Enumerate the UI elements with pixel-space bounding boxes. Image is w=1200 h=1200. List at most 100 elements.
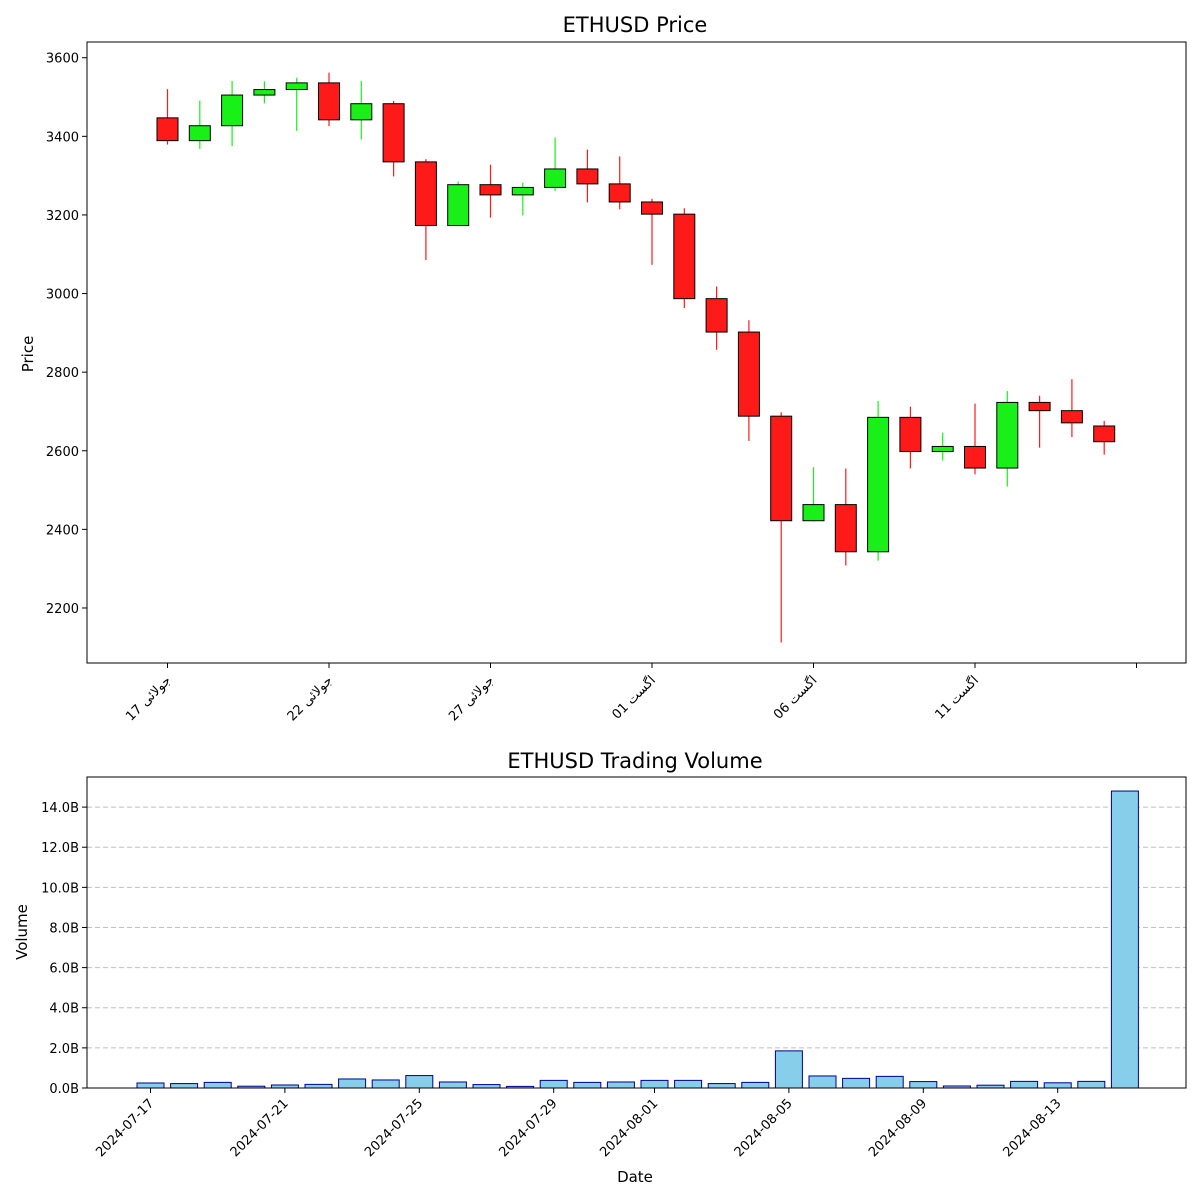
price-x-tick-label: جولائی 17 xyxy=(123,673,174,724)
candle-body xyxy=(544,168,567,188)
price-chart-title: ETHUSD Price xyxy=(563,13,708,37)
volume-bar xyxy=(170,1083,199,1089)
volume-bar xyxy=(774,1050,803,1089)
candle-body xyxy=(673,213,696,300)
candle-body xyxy=(414,161,437,227)
candle-body xyxy=(156,117,179,142)
candle-body xyxy=(705,298,728,333)
volume-y-tick-label: 12.0B xyxy=(41,841,79,856)
volume-y-axis-label: Volume xyxy=(13,904,31,960)
price-x-ticks: جولائی 17 جولائی 22 جولائی 27 اگست 01 اگست 0… xyxy=(123,663,1137,724)
volume-plot-frame xyxy=(86,776,1187,1089)
volume-bar xyxy=(1110,790,1139,1089)
price-x-tick-label: جولائی 22 xyxy=(285,673,336,724)
volume-x-tick-label: 2024-08-01 xyxy=(597,1096,661,1160)
price-y-tick-label: 3000 xyxy=(46,288,79,303)
price-x-tick-label: اگست 06 xyxy=(770,673,820,723)
candle-body xyxy=(608,183,631,203)
price-y-tick-label: 3200 xyxy=(46,209,79,224)
price-y-tick-label: 2600 xyxy=(46,445,79,460)
volume-bar xyxy=(136,1082,165,1089)
volume-bar xyxy=(1010,1080,1039,1089)
price-y-tick-label: 2400 xyxy=(46,523,79,538)
price-chart: ETHUSD Price Price 2200 2400 2600 2800 3000 3… xyxy=(19,13,1187,724)
volume-bar xyxy=(640,1079,669,1089)
volume-bar xyxy=(371,1079,400,1089)
candlesticks xyxy=(156,72,1116,643)
candle-body xyxy=(479,184,502,196)
candle-body xyxy=(802,504,825,522)
volume-bar xyxy=(338,1078,367,1089)
price-y-tick-label: 2200 xyxy=(46,602,79,617)
volume-bar xyxy=(909,1081,938,1089)
volume-x-ticks: 2024-07-17 2024-07-21 2024-07-25 2024-07-29… xyxy=(93,1088,1065,1160)
volume-bar xyxy=(808,1075,837,1089)
price-y-ticks: 2200 2400 2600 2800 3000 3200 3400 3600 xyxy=(46,52,87,617)
candle-body xyxy=(188,125,211,142)
volume-bar xyxy=(842,1077,871,1089)
candle-body xyxy=(382,103,405,163)
volume-bar xyxy=(539,1079,568,1089)
price-x-tick-label: جولائی 27 xyxy=(446,673,497,724)
candle-body xyxy=(447,184,470,227)
candle-body xyxy=(221,94,244,127)
candle-body xyxy=(641,201,663,215)
candle-body xyxy=(511,186,534,196)
price-y-tick-label: 3400 xyxy=(46,130,79,145)
volume-bars xyxy=(136,790,1139,1089)
candle-body xyxy=(576,168,599,185)
candle-body xyxy=(867,416,890,553)
candle-body xyxy=(253,89,276,96)
volume-y-tick-label: 2.0B xyxy=(49,1042,79,1057)
volume-y-tick-label: 10.0B xyxy=(41,881,79,896)
candle-body xyxy=(737,331,760,417)
volume-x-tick-label: 2024-07-17 xyxy=(93,1096,157,1160)
volume-x-tick-label: 2024-07-25 xyxy=(362,1096,426,1160)
price-y-tick-label: 2800 xyxy=(46,366,79,381)
volume-y-ticks: 0.0B 2.0B 4.0B 6.0B 8.0B 10.0B 12.0B 14.0B xyxy=(41,801,87,1097)
volume-y-tick-label: 14.0B xyxy=(41,801,79,816)
price-plot-frame xyxy=(86,41,1187,664)
price-y-axis-label: Price xyxy=(19,336,37,373)
candle-body xyxy=(770,415,793,522)
candle-body xyxy=(1093,425,1116,443)
volume-y-tick-label: 8.0B xyxy=(49,921,79,936)
volume-bar xyxy=(707,1083,736,1089)
volume-y-tick-label: 0.0B xyxy=(49,1082,79,1097)
candle-body xyxy=(931,445,954,453)
volume-bar xyxy=(405,1075,434,1089)
volume-y-tick-label: 4.0B xyxy=(49,1002,79,1017)
price-x-tick-label: اگست 11 xyxy=(932,673,982,723)
price-y-tick-label: 3600 xyxy=(46,52,79,67)
volume-x-tick-label: 2024-07-21 xyxy=(228,1096,292,1160)
candle-body xyxy=(834,504,857,553)
volume-bar xyxy=(606,1081,635,1089)
volume-bar xyxy=(875,1075,904,1089)
candle-body xyxy=(350,103,373,121)
candle-body xyxy=(964,445,986,469)
price-x-tick-label: اگست 01 xyxy=(609,673,659,723)
candle-body xyxy=(1060,410,1083,424)
volume-x-tick-label: 2024-07-29 xyxy=(496,1096,560,1160)
volume-bar xyxy=(674,1079,703,1089)
volume-bar xyxy=(438,1081,467,1089)
candle-body xyxy=(318,82,340,121)
volume-bar xyxy=(1077,1080,1106,1089)
volume-bar xyxy=(573,1081,602,1089)
volume-bar xyxy=(1043,1082,1072,1089)
volume-bar xyxy=(472,1084,501,1089)
candle-body xyxy=(1028,401,1051,412)
volume-x-tick-label: 2024-08-05 xyxy=(732,1096,796,1160)
volume-y-tick-label: 6.0B xyxy=(49,962,79,977)
candle-body xyxy=(899,416,922,453)
volume-x-tick-label: 2024-08-13 xyxy=(1000,1096,1064,1160)
volume-x-tick-label: 2024-08-09 xyxy=(866,1096,930,1160)
volume-bar xyxy=(741,1081,770,1089)
volume-chart: ETHUSD Trading Volume Volume Date 0.0B 2.… xyxy=(13,749,1187,1186)
candle-body xyxy=(996,401,1019,469)
volume-gridlines xyxy=(87,806,1186,1089)
volume-chart-title: ETHUSD Trading Volume xyxy=(507,749,762,773)
volume-bar xyxy=(304,1083,333,1089)
candle-body xyxy=(285,82,308,91)
